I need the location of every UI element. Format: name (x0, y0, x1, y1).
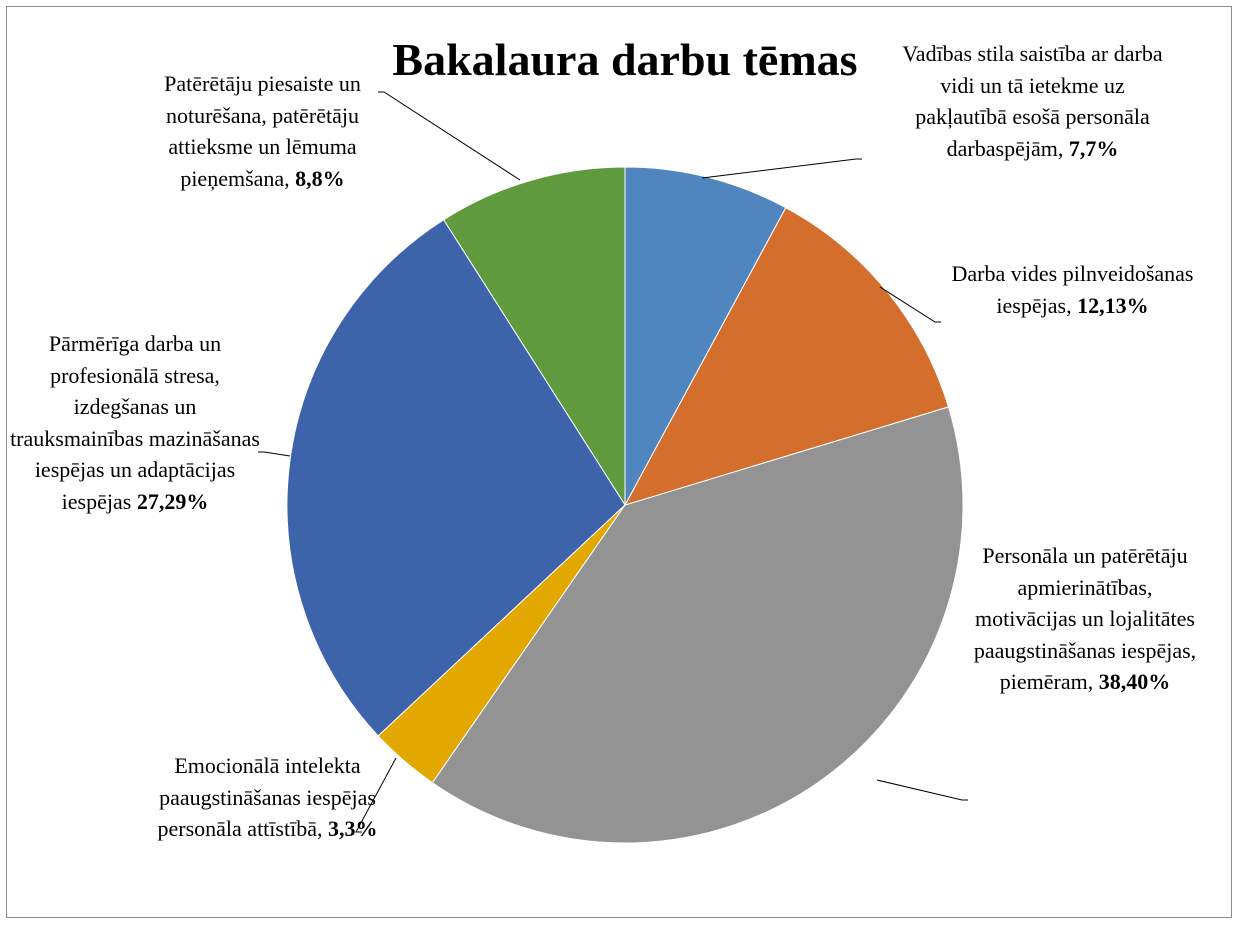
value-label: 12,13% (1077, 292, 1149, 318)
slice-label: Darba vides pilnveidošanas iespējas, 12,… (935, 258, 1210, 321)
leader-line (701, 158, 862, 179)
value-label: 7,7% (1068, 135, 1119, 161)
leader-line (879, 286, 941, 323)
leader-line (378, 91, 521, 181)
value-label: 3,3% (327, 816, 378, 841)
category-label: Personāla un patērētāju apmierinātības, … (973, 543, 1197, 694)
leader-line (258, 451, 291, 457)
category-label: Vadības stila saistība ar darba vidi un … (902, 41, 1163, 161)
pie-slice (431, 406, 964, 844)
value-label: 27,29% (136, 488, 209, 514)
leader-line (355, 757, 397, 833)
chart-frame (6, 6, 1232, 918)
slice-label: Personāla un patērētāju apmierinātības, … (965, 540, 1205, 698)
slice-label: Pārmērīga darba un profesionālā stresa, … (10, 328, 260, 517)
category-label: Pārmērīga darba un profesionālā stresa, … (10, 331, 260, 514)
value-label: 8,8% (295, 165, 345, 191)
leader-lines (258, 91, 968, 833)
category-label: Emocionālā intelekta paaugstināšanas ies… (157, 753, 376, 841)
pie-slice (442, 166, 626, 507)
slice-label: Emocionālā intelekta paaugstināšanas ies… (150, 750, 385, 845)
chart-title: Bakalaura darbu tēmas (392, 34, 858, 85)
category-label: Patērētāju piesaiste un noturēšana, patē… (164, 71, 361, 191)
category-label: Darba vides pilnveidošanas iespējas, (951, 261, 1194, 318)
pie-slice (286, 219, 626, 737)
slice-label: Patērētāju piesaiste un noturēšana, patē… (140, 68, 385, 194)
slice-label: Vadības stila saistība ar darba vidi un … (900, 38, 1165, 164)
leader-line (876, 779, 968, 801)
value-label: 38,40% (1098, 669, 1171, 694)
